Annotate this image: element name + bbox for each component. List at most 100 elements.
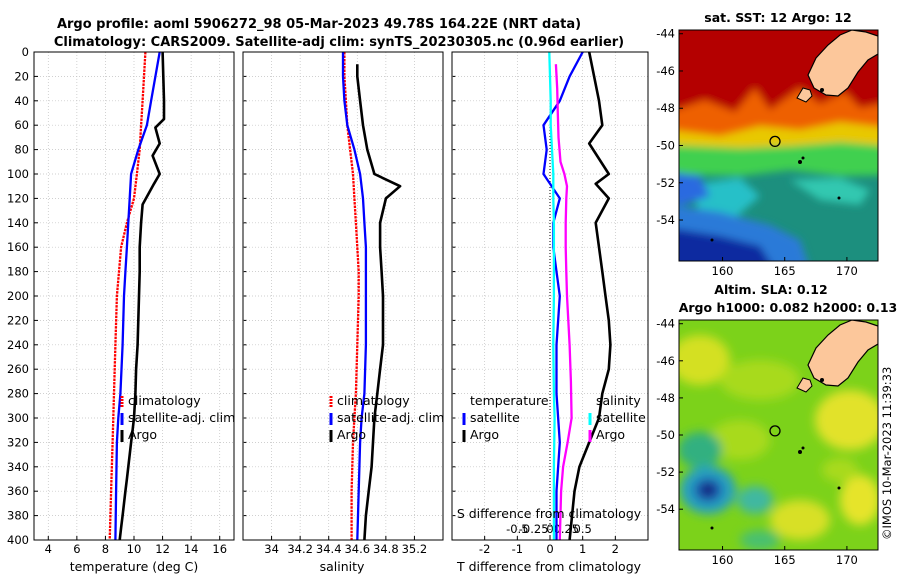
y-tick-label: 100	[7, 167, 29, 181]
x2-tick-label: -0.25	[519, 522, 549, 536]
map-x-tick-label: 170	[836, 553, 858, 567]
salinity-legend: climatology satellite-adj. clim Argo	[329, 393, 444, 442]
x-tick-label: 0	[546, 542, 553, 556]
legend-temperature-heading: temperature	[470, 393, 549, 408]
title-line-2: Climatology: CARS2009. Satellite-adj cli…	[54, 35, 624, 50]
map-y-tick-label: -44	[656, 27, 675, 41]
x-tick-label: 4	[45, 542, 52, 556]
sst-map-image	[679, 30, 878, 261]
x-tick-label: 34.4	[316, 542, 342, 556]
map-y-tick-label: -46	[656, 354, 675, 368]
map-x-tick-label: 165	[774, 264, 796, 278]
float-position-marker	[769, 135, 781, 148]
y-tick-label: 240	[7, 338, 29, 352]
map-y-tick-label: -54	[656, 213, 675, 227]
y-tick-label: 340	[7, 460, 29, 474]
float-position-marker	[769, 425, 781, 437]
map-y-tick-label: -54	[656, 502, 675, 516]
legend-s-satellite-label: satellite	[596, 410, 646, 425]
legend-s-argo-label: Argo	[596, 427, 625, 442]
difference-legend-right: salinity satellite Argo	[588, 393, 646, 442]
legend-argo-label: Argo	[128, 427, 157, 442]
legend-satellite-label: satellite-adj. clim	[337, 410, 444, 425]
x-tick-label: 14	[184, 542, 199, 556]
x-tick-label: 34.6	[344, 542, 370, 556]
difference-axes-box	[451, 51, 649, 541]
legend-t-argo-label: Argo	[470, 427, 499, 442]
y-tick-label: 180	[7, 265, 29, 279]
map-x-tick-label: 170	[836, 264, 858, 278]
title-line-1: Argo profile: aoml 5906272_98 05-Mar-202…	[57, 17, 581, 32]
y-tick-label: 260	[7, 362, 29, 376]
x2-tick-label: 0.5	[574, 522, 592, 536]
y-tick-label: 40	[14, 94, 29, 108]
series-line-climatology	[108, 51, 147, 541]
y-tick-label: 320	[7, 435, 29, 449]
temperature-legend: climatology satellite-adj. clim Argo	[120, 393, 235, 442]
y-tick-label: 280	[7, 387, 29, 401]
legend-salinity-heading: salinity	[596, 393, 641, 408]
x-tick-label: 16	[212, 542, 227, 556]
map-y-tick-label: -46	[656, 64, 675, 78]
x2-tick-label: -0.5	[506, 522, 528, 536]
salinity-axes-box	[242, 51, 444, 541]
map-y-tick-label: -52	[656, 176, 675, 190]
map-y-tick-label: -44	[656, 317, 675, 331]
y-tick-label: 400	[7, 533, 29, 547]
t-difference-xlabel: T difference from climatology	[456, 559, 642, 574]
x-tick-label: 35.2	[402, 542, 428, 556]
y-tick-label: 220	[7, 313, 29, 327]
y-tick-label: 160	[7, 240, 29, 254]
series-line-s-argo	[554, 64, 573, 541]
series-line-argo	[118, 51, 166, 541]
s-difference-xlabel: S difference from climatology	[457, 506, 642, 521]
x-tick-label: -1	[512, 542, 523, 556]
x-tick-label: 34.2	[287, 542, 313, 556]
map-y-tick-label: -48	[656, 391, 675, 405]
legend-climatology-label: climatology	[337, 393, 410, 408]
x-tick-label: 8	[102, 542, 109, 556]
map-y-tick-label: -50	[656, 428, 675, 442]
series-line-satellite-adj-clim	[341, 52, 368, 541]
x-tick-label: 2	[612, 542, 619, 556]
sla-map-title-1: Altim. SLA: 0.12	[714, 282, 827, 297]
imos-watermark: ©IMOS 10-Mar-2023 11:39:33	[880, 367, 894, 540]
salinity-panel: 34 34.2 34.4 34.6 34.8 35.2 salinity climatol…	[242, 51, 444, 574]
series-line-s-satellite	[548, 51, 556, 540]
x-tick-label: -2	[479, 542, 490, 556]
x-tick-label: 34	[264, 542, 279, 556]
x-tick-label: 34.8	[373, 542, 399, 556]
y-tick-label: 300	[7, 411, 29, 425]
sla-map: Altim. SLA: 0.12 Argo h1000: 0.082 h2000…	[656, 282, 897, 567]
series-line-t-argo	[568, 51, 612, 541]
y-tick-label: 80	[14, 143, 29, 157]
sla-map-image	[679, 320, 878, 550]
map-x-tick-label: 160	[712, 264, 734, 278]
map-y-tick-label: -52	[656, 465, 675, 479]
map-x-tick-label: 160	[712, 553, 734, 567]
x-tick-label: 10	[127, 542, 142, 556]
legend-argo-label: Argo	[337, 427, 366, 442]
sst-map: sat. SST: 12 Argo: 12 -44	[656, 10, 879, 278]
map-y-tick-label: -48	[656, 101, 675, 115]
y-tick-label: 60	[14, 118, 29, 132]
temperature-panel: 0 20 40 60 80 100 120 140 160 180 200 220 240 260 280 3…	[7, 45, 456, 574]
series-line-satellite-adj-clim	[114, 51, 161, 541]
legend-climatology-label: climatology	[128, 393, 201, 408]
y-tick-label: 200	[7, 289, 29, 303]
temperature-xlabel: temperature (deg C)	[70, 559, 199, 574]
y-tick-label: 20	[14, 69, 29, 83]
x-tick-label: 12	[155, 542, 170, 556]
y-tick-label: 360	[7, 484, 29, 498]
map-y-tick-label: -50	[656, 139, 675, 153]
legend-t-satellite-label: satellite	[470, 410, 520, 425]
series-line-argo	[355, 64, 402, 541]
legend-satellite-label: satellite-adj. clim	[128, 410, 235, 425]
sst-map-title: sat. SST: 12 Argo: 12	[704, 10, 851, 25]
x-tick-label: 1	[579, 542, 586, 556]
temperature-axes-box	[33, 51, 235, 541]
y-tick-label: 120	[7, 191, 29, 205]
salinity-xlabel: salinity	[320, 559, 365, 574]
